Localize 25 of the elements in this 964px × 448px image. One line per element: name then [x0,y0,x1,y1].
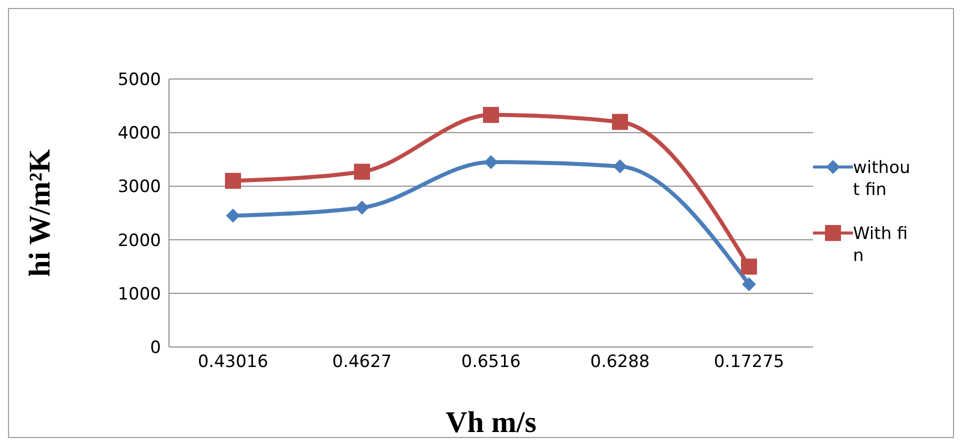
y-tick-label: 2000 [118,230,161,251]
x-tick-label: 0.6288 [590,352,650,372]
legend-label: without fin [853,157,912,201]
x-tick-label: 0.4627 [332,352,392,372]
y-tick-label: 4000 [118,124,161,144]
y-axis-title: hi W/m²K [24,148,57,277]
point [741,258,757,275]
y-tick-label: 0 [150,338,161,358]
x-tick-label: 0.17275 [714,352,784,372]
point [355,200,369,215]
x-tick-label: 0.43016 [198,352,268,372]
point [225,172,241,189]
y-tick-label: 5000 [118,70,161,90]
legend-label: With fin [853,223,909,267]
x-tick-label: 0.6516 [461,352,521,372]
y-tick-label: 3000 [118,177,161,198]
point [226,208,240,223]
point [742,277,756,292]
point [612,114,628,130]
point [354,164,370,180]
y-tick-label: 1000 [118,284,161,304]
x-axis-title: Vh m/s [446,406,536,439]
point [613,159,627,174]
point [483,106,499,123]
point [484,155,498,170]
